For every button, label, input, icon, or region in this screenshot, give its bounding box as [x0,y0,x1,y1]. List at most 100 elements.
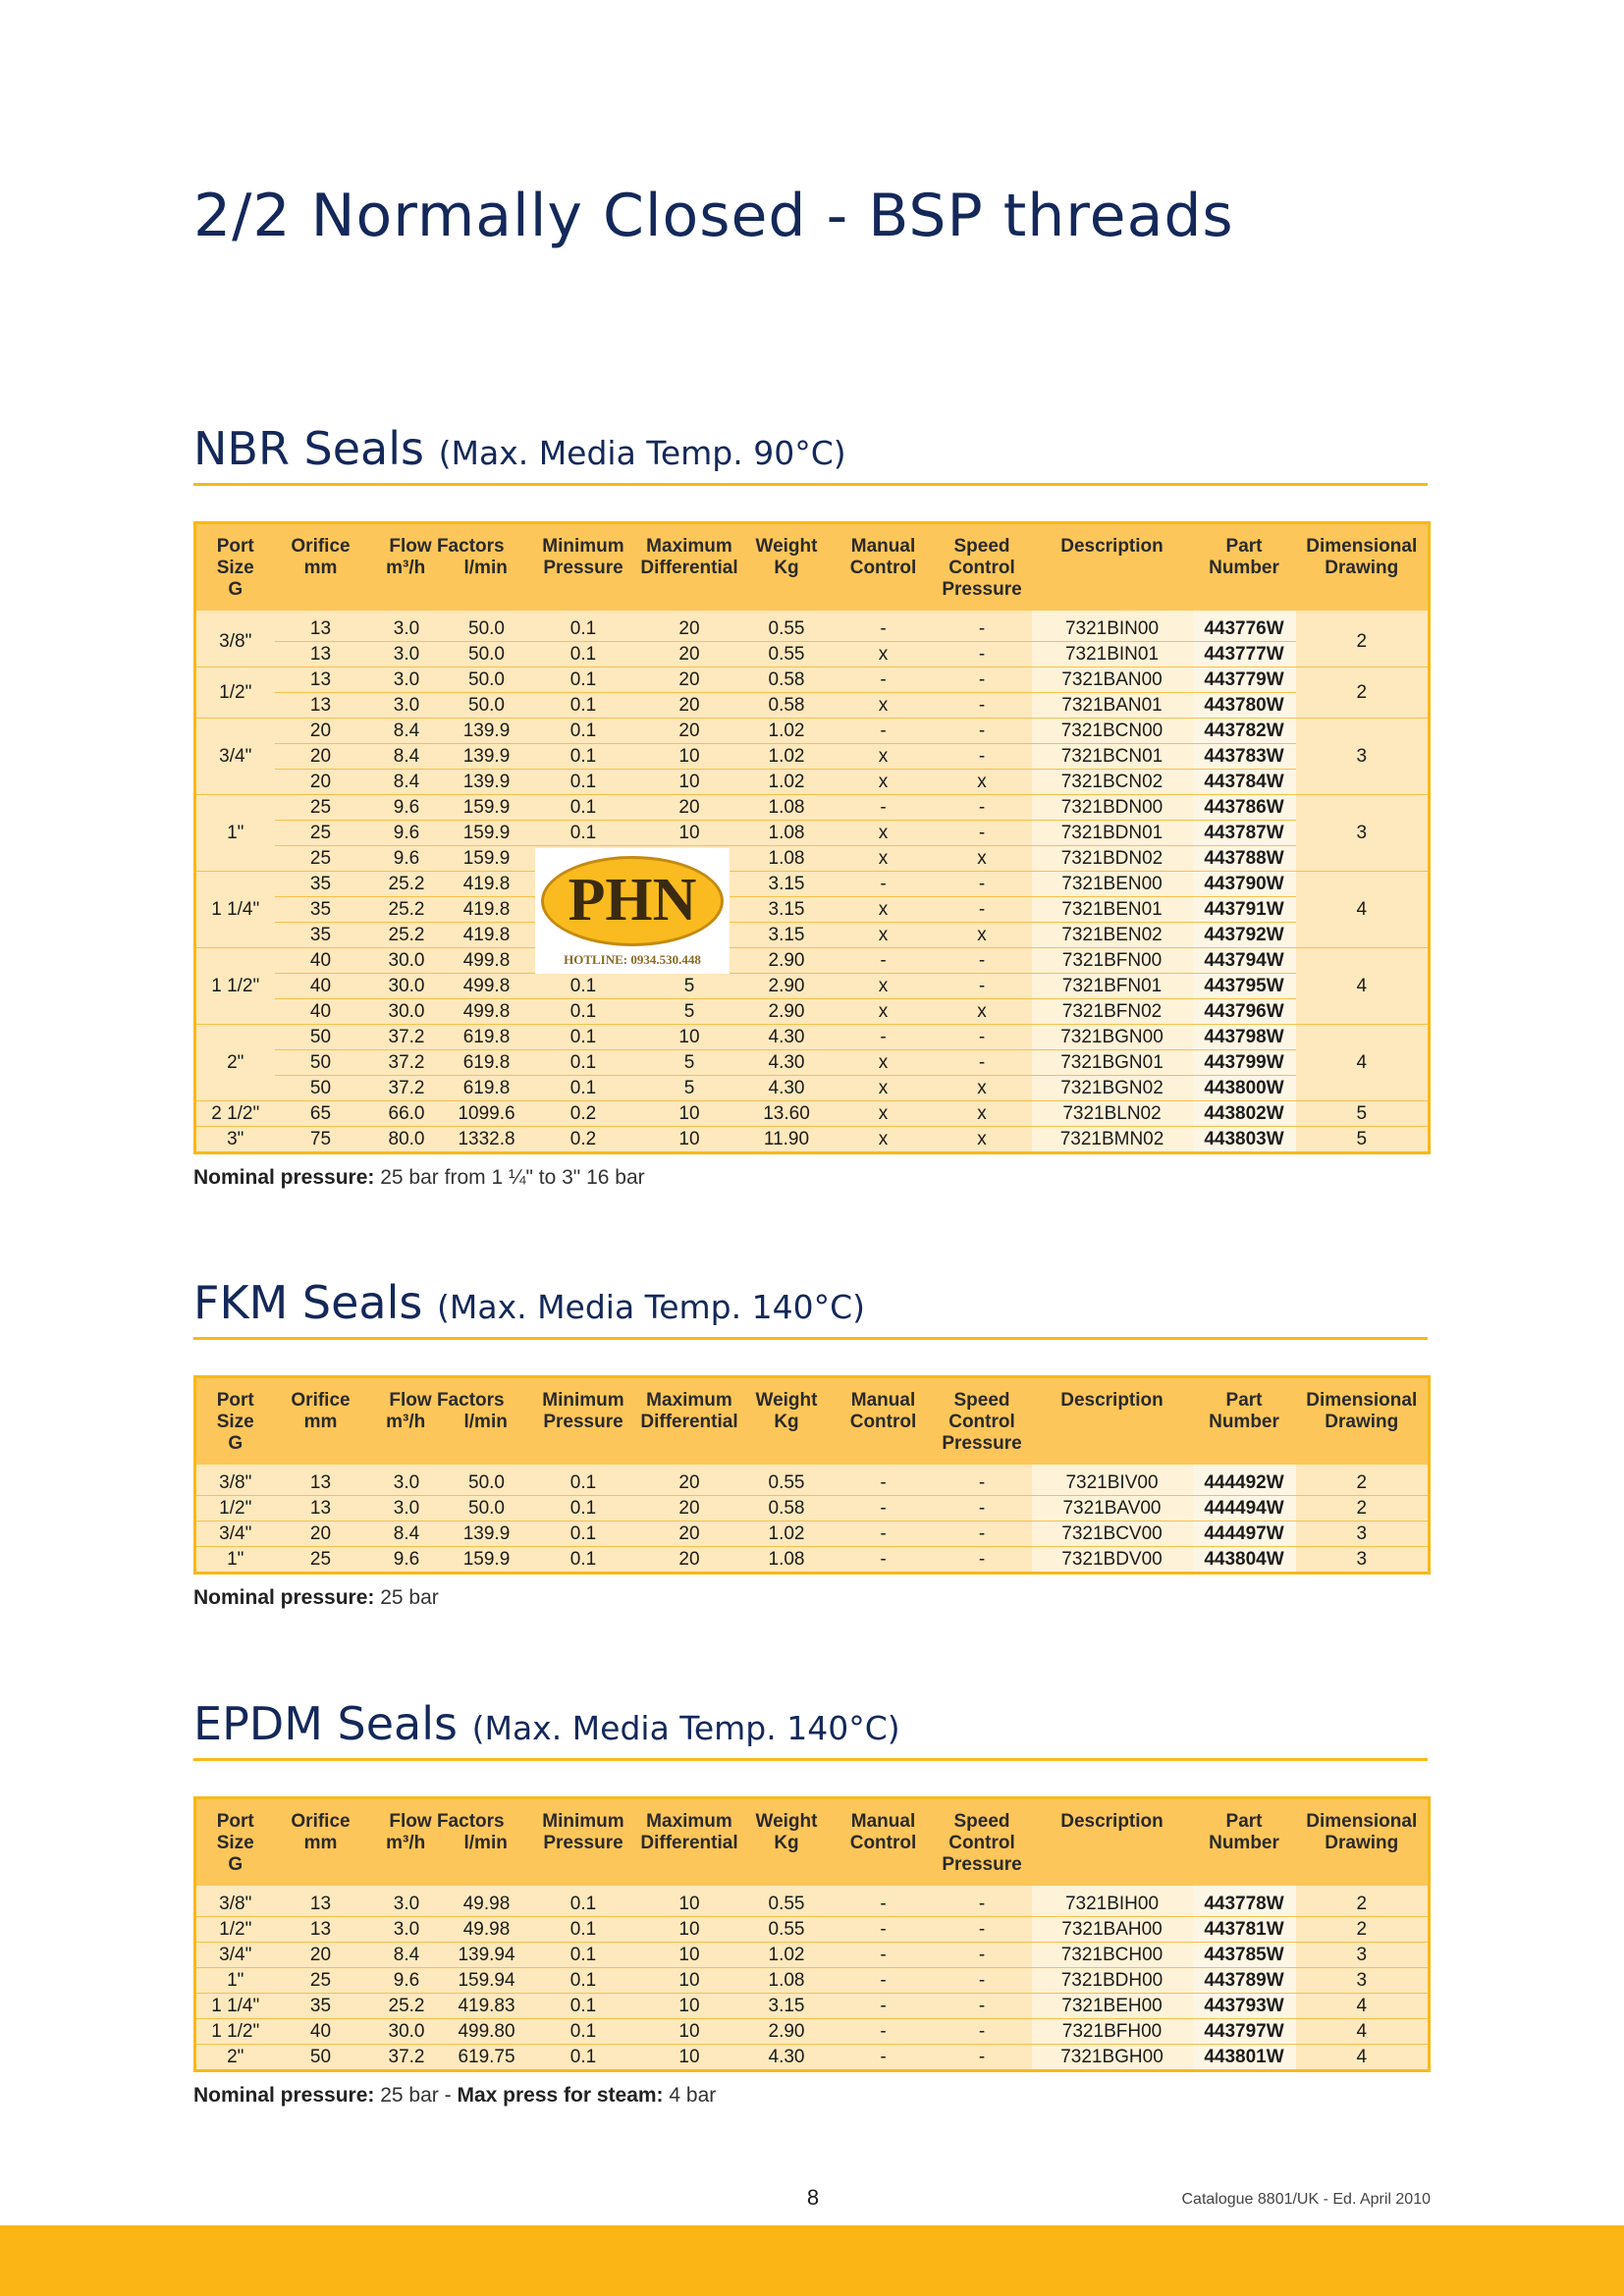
header-line: Manual [850,536,916,557]
cell: 7321BIH00 [1031,1886,1193,1917]
cell: 159.9 [446,794,527,821]
drawing: 2 [1295,667,1430,719]
table-row: 50 37.2 619.8 0.1 5 4.30 x x 7321BGN02 443800W [195,1075,1430,1101]
header-line: Kg [774,1833,799,1853]
cell: 9.6 [366,820,447,846]
cell: 13 [274,611,367,642]
cell: 9.6 [366,845,447,872]
cell: 0.1 [526,1465,640,1496]
header-cell: Flow Factors m³/h l/min [366,522,527,611]
cell: x [834,1100,933,1127]
header-subline: m³/h [386,1412,426,1432]
header-cell: Manual Control [834,1376,933,1465]
table-row: 3/4" 20 8.4 139.94 0.1 10 1.02- -7321BCH00 44378… [194,1942,1430,1968]
cell: 443795W [1192,973,1296,999]
cell: 7321BDN00 [1031,794,1193,821]
table-row: 13 3.0 50.0 0.1 20 0.58 x -7321BAN01 443780W [195,692,1430,719]
cell: - [932,667,1032,693]
header-line: Number [1209,558,1279,578]
header-line: Control [948,558,1015,578]
cell: 0.2 [526,1100,640,1127]
cell: 1.08 [738,1967,835,1994]
port-size: 3/4" [194,1942,275,1968]
cell: x [834,820,933,846]
cell: - [834,611,933,642]
header-cell: Part Number [1192,1797,1296,1886]
cell: 1099.6 [446,1100,527,1127]
cell: 139.9 [446,743,527,770]
header-line: Kg [774,1412,799,1432]
header-sub: m³/h l/min [367,558,527,579]
cell: 8.4 [366,743,447,770]
note-text: 25 bar - [380,2084,452,2107]
table-row: 3/8" 13 3.0 50.0 0.1 20 0.55- -7321BIN00 443776W… [194,611,1430,667]
cell: 7321BFH00 [1031,2018,1193,2045]
header-line: Pressure [942,1433,1022,1454]
header-line: Drawing [1325,1833,1399,1853]
cell: x [834,1049,933,1076]
header-line: mm [303,1833,338,1853]
section: EPDM Seals (Max. Media Temp. 140°C) Port S… [193,1697,1431,2108]
header-line: Description [1060,1811,1164,1832]
cell: 0.1 [526,641,640,667]
note: Nominal pressure: 25 bar from 1 ¼" to 3"… [193,1166,1428,1190]
cell: 10 [639,1916,739,1943]
cell: 499.8 [446,947,527,974]
port-size: 1" [194,1967,275,1994]
cell: 5 [639,973,739,999]
cell: 3.0 [366,667,447,693]
header-line: Kg [774,558,799,578]
cell: 2.90 [738,998,835,1025]
table-row: 1" 25 9.6 159.9 0.1 20 1.08- -7321BDV00 443804W 3 [194,1546,1430,1574]
subheading: (Max. Media Temp. 140°C) [471,1709,900,1747]
table-row: 1 1/4"3525.2419.80.1203.15--7321BEN00443… [194,871,1430,948]
cell: 1.08 [738,794,835,821]
cell: - [932,1967,1032,1994]
cell: 443796W [1192,998,1296,1025]
cell: 1.08 [738,820,835,846]
cell: 9.6 [366,794,447,821]
cell: 49.98 [446,1886,527,1917]
cell: 0.1 [526,743,640,770]
cell: 7321BCH00 [1031,1942,1193,1968]
cell: - [932,2044,1032,2071]
cell: x [834,922,933,948]
cell: - [834,2044,933,2071]
cell: 3.0 [366,1465,447,1496]
header-cell: Part Number [1192,1376,1296,1465]
header-line: Control [948,1833,1015,1853]
cell: 7321BCV00 [1031,1521,1193,1547]
cell: 0.1 [526,1916,640,1943]
cell: 75 [274,1126,367,1153]
cell: x [834,845,933,872]
header-cell: Dimensional Drawing [1295,1797,1430,1886]
cell: 4.30 [738,1049,835,1076]
cell: 2.90 [738,947,835,974]
header-line: Maximum [646,1811,732,1832]
cell: x [932,1100,1032,1127]
cell: 20 [274,769,367,795]
table-row: 3/8" 13 3.0 49.98 0.1 10 0.55- -7321BIH00 443778… [194,1886,1430,1917]
table-header: Port Size G Orifice mm Flow Factors m³/h l/min M… [194,1376,1430,1465]
header-line: Dimensional [1306,1811,1418,1832]
drawing: 2 [1295,1465,1430,1496]
header-row: Port Size G Orifice mm Flow Factors m³/h l/min M… [194,1376,1430,1465]
cell: 49.98 [446,1916,527,1943]
header-line: Speed [953,536,1010,557]
watermark-logo: PHN [568,867,697,934]
watermark-hotline: HOTLINE: 0934.530.448 [564,952,701,967]
cell: 1.08 [738,1546,835,1574]
drawing: 4 [1295,2044,1430,2071]
cell: 30.0 [366,973,447,999]
cell: 10 [639,743,739,770]
header-line: Control [849,558,917,578]
header-subline: m³/h [386,1833,426,1853]
header-subline: m³/h [386,558,426,578]
header-line: Size [216,1833,254,1853]
cell: 7321BFN02 [1031,998,1193,1025]
cell: 3.0 [366,641,447,667]
header-line: Differential [640,1412,738,1432]
cell: x [932,845,1032,872]
cell: 7321BGH00 [1031,2044,1193,2071]
